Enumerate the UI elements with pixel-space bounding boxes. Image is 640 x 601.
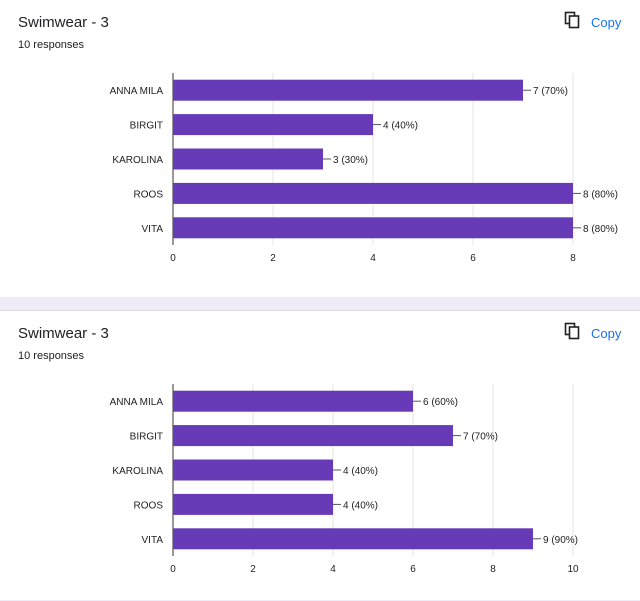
category-label: BIRGIT [130,432,163,443]
category-label: KAROLINA [112,155,163,166]
category-label: VITA [142,535,164,546]
bar-chart: 0 2 4 6 8 10 ANNA MILA 6 (60%) BIRGIT 7 (70%) KARO… [110,384,579,575]
category-label: ROOS [134,500,164,511]
x-tick-label: 10 [567,564,579,575]
data-label: 4 (40%) [383,121,418,132]
category-label: VITA [142,224,164,235]
x-tick-label: 6 [410,564,416,575]
x-tick-label: 2 [250,564,256,575]
bar [173,528,533,550]
bar [173,390,413,412]
x-tick-label: 0 [170,564,176,575]
x-tick-label: 2 [270,253,276,264]
x-tick-label: 4 [330,564,336,575]
data-label: 8 (80%) [583,224,618,235]
category-label: ANNA MILA [110,86,164,97]
copy-icon [564,322,582,345]
bar [173,114,373,136]
bar [173,425,453,447]
bar [173,493,333,515]
copy-icon [564,11,582,34]
card-title: Swimwear - 3 [18,325,109,342]
category-label: BIRGIT [130,121,163,132]
response-count: 10 responses [18,350,85,362]
data-label: 8 (80%) [583,189,618,200]
bar [173,217,573,239]
bar [173,148,323,170]
copy-label: Copy [591,325,622,341]
data-label: 7 (70%) [463,432,498,443]
copy-label: Copy [591,14,622,30]
question-card: Swimwear - 3 10 responses Copy 0 2 4 6 8 ANNA… [0,0,640,297]
data-label: 4 (40%) [343,466,378,477]
category-label: ROOS [134,189,164,200]
category-label: KAROLINA [112,466,163,477]
x-tick-label: 8 [570,253,576,264]
data-label: 4 (40%) [343,500,378,511]
question-card: Swimwear - 3 10 responses Copy 0 2 4 6 8 10 AN… [0,310,640,600]
response-count: 10 responses [18,39,85,51]
bar [173,79,523,101]
bar [173,459,333,481]
copy-button[interactable]: Copy [564,321,634,345]
data-label: 6 (60%) [423,397,458,408]
x-tick-label: 0 [170,253,176,264]
data-label: 9 (90%) [543,535,578,546]
bar-chart: 0 2 4 6 8 ANNA MILA 7 (70%) BIRGIT 4 (40%) KAROLI… [110,73,618,264]
x-tick-label: 4 [370,253,376,264]
card-title: Swimwear - 3 [18,14,109,31]
category-label: ANNA MILA [110,397,164,408]
data-label: 7 (70%) [533,86,568,97]
x-tick-label: 8 [490,564,496,575]
copy-button[interactable]: Copy [564,10,634,34]
x-tick-label: 6 [470,253,476,264]
data-label: 3 (30%) [333,155,368,166]
bar [173,182,573,204]
